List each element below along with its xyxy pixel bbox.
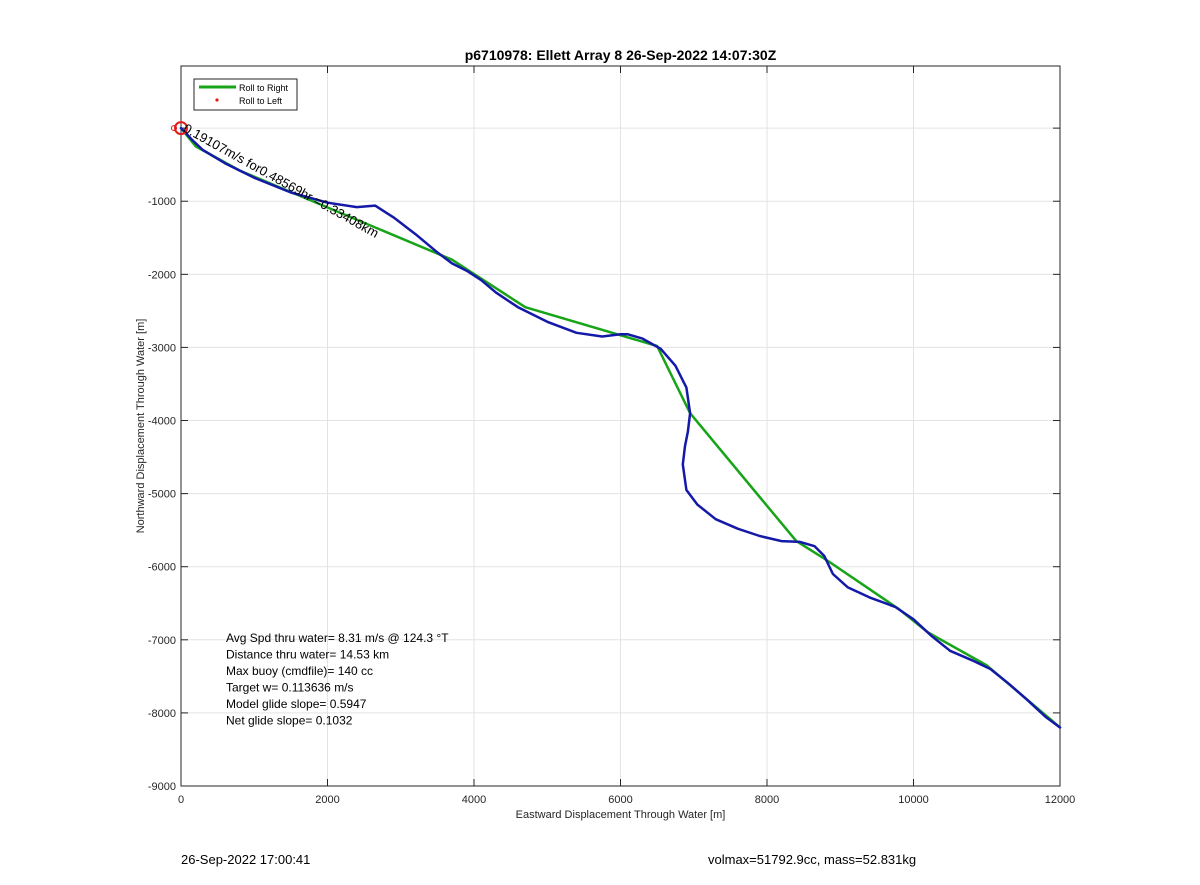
stats-text: Net glide slope= 0.1032	[226, 714, 353, 728]
y-axis-label: Northward Displacement Through Water [m]	[135, 319, 147, 534]
x-tick-label: 0	[178, 794, 184, 806]
chart-title: p6710978: Ellett Array 8 26-Sep-2022 14:…	[465, 47, 777, 63]
stats-text: Distance thru water= 14.53 km	[226, 648, 389, 662]
legend-swatch-roll-to-left	[215, 98, 219, 102]
start-marker	[174, 121, 188, 136]
series-line-glider-track	[179, 126, 1062, 729]
legend-label-roll-to-right: Roll to Right	[239, 83, 289, 93]
start-marker	[171, 125, 177, 132]
x-tick-label: 2000	[315, 794, 339, 806]
legend-label-roll-to-left: Roll to Left	[239, 96, 283, 106]
stats-text: Max buoy (cmdfile)= 140 cc	[226, 664, 373, 678]
legend-box	[193, 78, 298, 111]
y-tick-label: -2000	[148, 269, 176, 281]
footer-glider-info: volmax=51792.9cc, mass=52.831kg	[708, 852, 917, 867]
y-tick-label: -7000	[148, 635, 176, 647]
stats-text: Model glide slope= 0.5947	[226, 697, 367, 711]
x-tick-label: 8000	[755, 794, 779, 806]
x-tick-label: 12000	[1045, 794, 1076, 806]
x-axis-label: Eastward Displacement Through Water [m]	[516, 809, 726, 821]
stats-text: Avg Spd thru water= 8.31 m/s @ 124.3 °T	[226, 631, 449, 645]
y-tick-label: -5000	[148, 489, 176, 501]
x-tick-label: 4000	[462, 794, 486, 806]
y-tick-label: -3000	[148, 342, 176, 354]
x-tick-label: 10000	[898, 794, 929, 806]
stats-text: Target w= 0.113636 m/s	[226, 681, 354, 695]
y-tick-label: -4000	[148, 416, 176, 428]
y-tick-label: -1000	[148, 196, 176, 208]
footer-timestamp: 26-Sep-2022 17:00:41	[181, 852, 311, 867]
y-tick-label: -8000	[148, 708, 176, 720]
x-tick-label: 6000	[608, 794, 632, 806]
y-tick-label: -9000	[148, 781, 176, 793]
y-tick-label: -6000	[148, 562, 176, 574]
